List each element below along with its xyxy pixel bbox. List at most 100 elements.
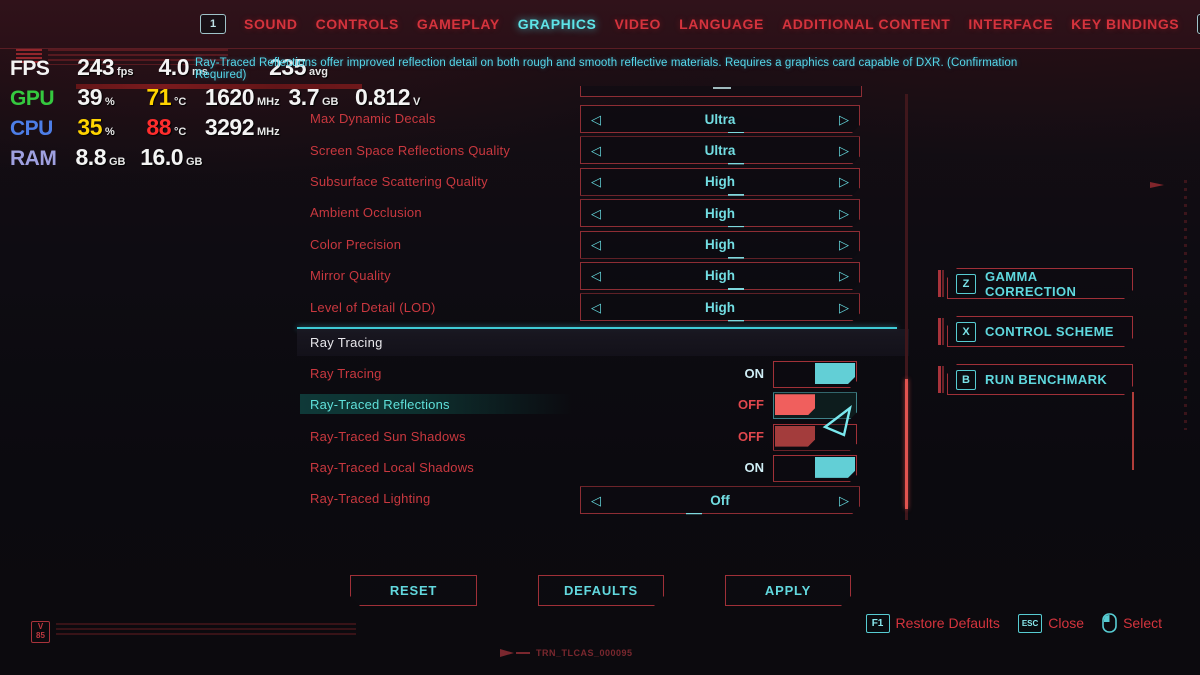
- hint-bar: F1 Restore Defaults ESC Close Select: [865, 613, 1162, 633]
- fps-avg-unit: avg: [309, 66, 328, 78]
- tab-interface[interactable]: INTERFACE: [968, 16, 1054, 32]
- arrow-left-icon[interactable]: ◁: [591, 299, 601, 315]
- tab-controls[interactable]: CONTROLS: [315, 16, 399, 32]
- button-label: GAMMA CORRECTION: [984, 268, 1077, 299]
- nav-next-key-badge[interactable]: 3: [1197, 14, 1200, 34]
- watermark-text: TRN_TLCAS_000095: [536, 648, 633, 658]
- arrow-right-icon[interactable]: ▷: [839, 299, 849, 315]
- selected-value: High: [611, 300, 829, 315]
- esc-key-badge: ESC: [1017, 613, 1043, 633]
- ram-used: 8.8: [75, 144, 107, 170]
- frametime-unit: ms: [192, 66, 208, 78]
- apply-button[interactable]: APPLY: [725, 575, 851, 606]
- toggle-state-text: OFF: [738, 428, 764, 444]
- fps-unit: fps: [117, 66, 134, 78]
- frametime-graph: [76, 84, 362, 89]
- nav-prev-key-badge[interactable]: 1: [200, 14, 226, 34]
- control-scheme-button[interactable]: X CONTROL SCHEME: [938, 316, 1133, 345]
- arrow-left-icon[interactable]: ◁: [591, 268, 601, 284]
- ram-total-unit: GB: [186, 156, 203, 168]
- arrow-left-icon[interactable]: ◁: [591, 237, 601, 253]
- section-title: Ray Tracing: [310, 335, 383, 350]
- gpu-voltage: 0.812: [354, 84, 411, 110]
- watermark-line: [516, 652, 530, 654]
- ram-used-unit: GB: [109, 156, 126, 168]
- top-nav: 1 SOUND CONTROLS GAMEPLAY GRAPHICS VIDEO…: [0, 0, 1200, 49]
- arrow-left-icon[interactable]: ◁: [591, 492, 601, 508]
- tab-sound[interactable]: SOUND: [244, 16, 298, 32]
- toggle-knob: [815, 363, 855, 384]
- close-hint[interactable]: ESC Close: [1017, 613, 1084, 633]
- arrow-right-icon[interactable]: ▷: [839, 237, 849, 253]
- setting-label: Ray-Traced Sun Shadows: [310, 428, 466, 444]
- tab-graphics[interactable]: GRAPHICS: [517, 16, 597, 32]
- gpu-temp-unit: °C: [174, 96, 187, 108]
- setting-row-subsurface-scattering: Subsurface Scattering Quality ◁ High ▷: [297, 166, 909, 197]
- b-key-badge: B: [956, 370, 976, 390]
- tab-language[interactable]: LANGUAGE: [679, 16, 764, 32]
- ray-traced-reflections-toggle[interactable]: [773, 392, 857, 419]
- tab-key-bindings[interactable]: KEY BINDINGS: [1071, 16, 1180, 32]
- ram-label: RAM: [10, 147, 57, 170]
- setting-row-ray-traced-local-shadows: Ray-Traced Local Shadows ON: [297, 452, 909, 483]
- select-hint[interactable]: Select: [1102, 613, 1162, 633]
- setting-label: Screen Space Reflections Quality: [310, 142, 511, 158]
- arrow-right-icon[interactable]: ▷: [839, 142, 849, 158]
- run-benchmark-button[interactable]: B RUN BENCHMARK: [938, 364, 1133, 393]
- tab-gameplay[interactable]: GAMEPLAY: [416, 16, 500, 32]
- fps-avg-value: 235: [269, 54, 306, 80]
- scrollbar[interactable]: [905, 94, 908, 520]
- value-selector[interactable]: ◁ Ultra ▷: [580, 105, 860, 133]
- selected-value: Off: [611, 493, 829, 508]
- arrow-left-icon[interactable]: ◁: [591, 142, 601, 158]
- ray-tracing-toggle[interactable]: [773, 361, 857, 388]
- right-dotted-deco: [1184, 180, 1187, 430]
- build-watermark: TRN_TLCAS_000095: [500, 648, 633, 658]
- setting-label: Ambient Occlusion: [310, 205, 422, 221]
- setting-label: Level of Detail (LOD): [310, 299, 436, 315]
- cpu-load-unit: %: [105, 126, 115, 138]
- cpu-load: 35: [77, 114, 102, 140]
- ray-traced-local-shadows-toggle[interactable]: [773, 455, 857, 482]
- setting-label: Mirror Quality: [310, 268, 391, 284]
- setting-label: Color Precision: [310, 236, 402, 252]
- toggle-rows: Ray Tracing ON Ray-Traced Reflections OF…: [297, 358, 909, 514]
- setting-row-ssr-quality: Screen Space Reflections Quality ◁ Ultra…: [297, 134, 909, 165]
- setting-tooltip: Ray-Traced Reflections offer improved re…: [195, 57, 1018, 81]
- restore-defaults-hint[interactable]: F1 Restore Defaults: [865, 613, 1000, 633]
- setting-label: Ray-Traced Lighting: [310, 491, 431, 507]
- tab-video[interactable]: VIDEO: [614, 16, 662, 32]
- value-selector[interactable]: ◁ High ▷: [580, 293, 860, 321]
- arrow-right-icon[interactable]: ▷: [839, 111, 849, 127]
- ray-traced-sun-shadows-toggle[interactable]: [773, 424, 857, 451]
- scrollbar-thumb[interactable]: [905, 379, 908, 509]
- selected-value: Ultra: [611, 143, 829, 158]
- corner-stripe-glyph: [16, 49, 42, 64]
- button-accent-bars: [938, 270, 944, 297]
- gamma-correction-button[interactable]: Z GAMMA CORRECTION: [938, 268, 1133, 297]
- value-selector[interactable]: ◁ High ▷: [580, 168, 860, 196]
- defaults-button[interactable]: DEFAULTS: [538, 575, 664, 606]
- tab-additional-content[interactable]: ADDITIONAL CONTENT: [781, 16, 951, 32]
- arrow-right-icon[interactable]: ▷: [839, 205, 849, 221]
- arrow-right-icon[interactable]: ▷: [839, 174, 849, 190]
- arrow-right-icon[interactable]: ▷: [839, 268, 849, 284]
- value-selector[interactable]: ◁ High ▷: [580, 262, 860, 290]
- right-arrow-glyph: [1150, 182, 1164, 188]
- value-selector[interactable]: ◁ High ▷: [580, 199, 860, 227]
- value-selector[interactable]: ◁ Off ▷: [580, 486, 860, 514]
- arrow-left-icon[interactable]: ◁: [591, 205, 601, 221]
- value-selector[interactable]: ◁ Ultra ▷: [580, 136, 860, 164]
- section-header-ray-tracing: Ray Tracing: [297, 329, 909, 356]
- value-selector[interactable]: ◁ High ▷: [580, 231, 860, 259]
- fps-label: FPS: [10, 57, 50, 80]
- arrow-right-icon[interactable]: ▷: [839, 492, 849, 508]
- selected-value: High: [611, 206, 829, 221]
- cpu-clock-unit: MHz: [257, 126, 280, 138]
- arrow-left-icon[interactable]: ◁: [591, 174, 601, 190]
- selected-value: High: [611, 237, 829, 252]
- arrow-left-icon[interactable]: ◁: [591, 111, 601, 127]
- performance-overlay: FPS 243 fps 4.0 ms 235 avg GPU 39 % 71 °…: [10, 54, 480, 174]
- reset-button[interactable]: RESET: [350, 575, 477, 606]
- selected-value: High: [611, 174, 829, 189]
